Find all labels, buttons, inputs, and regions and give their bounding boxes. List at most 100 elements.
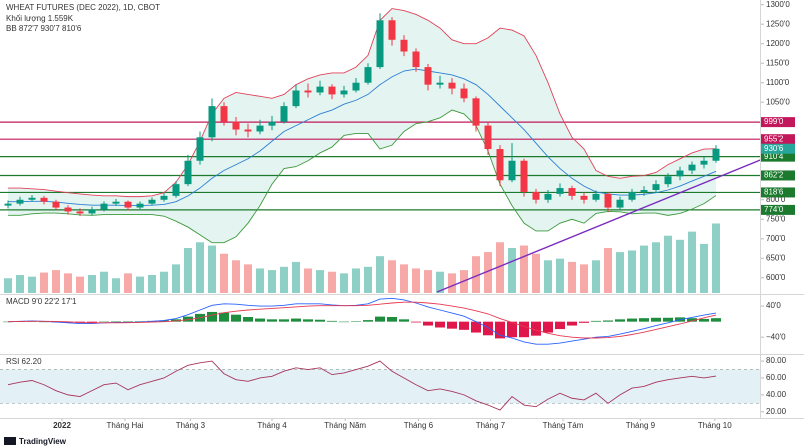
volume-bar (148, 275, 156, 293)
legend-macd: MACD 9'0 22'2 17'1 (6, 297, 77, 306)
volume-bar (160, 271, 168, 293)
volume-bar (316, 270, 324, 293)
macd-histogram (279, 319, 289, 322)
candle-body (28, 197, 36, 200)
rsi-tick-label: 80.00 (766, 356, 787, 365)
macd-histogram (699, 318, 709, 322)
candle-body (16, 199, 24, 204)
candle-body (700, 160, 708, 165)
volume-bar (412, 268, 420, 293)
macd-histogram (339, 321, 349, 323)
x-tick-label: 2022 (53, 421, 71, 430)
y-tick-label: 700'0 (766, 234, 786, 243)
candle-body (100, 203, 108, 210)
volume-bar (304, 268, 312, 293)
volume-bar (112, 278, 120, 293)
volume-bar (388, 260, 396, 293)
volume-bar (700, 243, 708, 293)
macd-signal-line (7, 301, 717, 339)
macd-histogram (207, 311, 217, 322)
volume-bar (52, 270, 60, 293)
macd-histogram (591, 320, 601, 322)
candle-body (556, 188, 564, 194)
candle-body (436, 82, 444, 85)
volume-bar (436, 271, 444, 293)
macd-histogram (363, 320, 373, 322)
macd-histogram (111, 321, 121, 322)
level-label-box (761, 151, 795, 162)
x-tick-label: Tháng 3 (176, 421, 206, 430)
brand-logo (4, 437, 16, 445)
macd-histogram (231, 314, 241, 322)
candle-body (448, 82, 456, 89)
level-label: 910'4 (764, 152, 784, 161)
candle-body (352, 82, 360, 91)
level-label-box (761, 187, 795, 198)
macd-histogram (495, 321, 505, 339)
candle-body (136, 203, 144, 208)
candle-body (184, 160, 192, 185)
volume-bar (376, 256, 384, 293)
macd-histogram (243, 317, 253, 322)
volume-bar (580, 264, 588, 293)
candle-body (280, 106, 288, 122)
candle-body (628, 191, 636, 200)
candle-body (208, 106, 216, 138)
candle-body (652, 184, 660, 191)
macd-histogram (387, 317, 397, 322)
macd-histogram (411, 321, 421, 323)
volume-bar (208, 245, 216, 293)
candle-body (688, 164, 696, 171)
volume-bar (268, 270, 276, 293)
indicator-panes (0, 297, 760, 411)
macd-histogram (579, 321, 589, 323)
candle-body (664, 176, 672, 185)
macd-histogram (615, 319, 625, 322)
level-label-box (761, 170, 795, 181)
macd-histogram (39, 321, 49, 323)
candle-body (520, 160, 528, 192)
macd-histogram (519, 321, 529, 338)
volume-bar (340, 273, 348, 293)
macd-histogram (399, 319, 409, 322)
candle-body (616, 199, 624, 208)
legend-bb: BB 872'7 930'7 810'6 (6, 24, 82, 33)
volume-bar (64, 273, 72, 293)
level-label: 999'0 (764, 117, 784, 126)
volume-bar (28, 276, 36, 293)
trendline (436, 159, 760, 293)
y-tick-label: 1200'0 (766, 39, 790, 48)
volume-bar (496, 242, 504, 293)
volume-bar (364, 266, 372, 293)
macd-histogram (531, 321, 541, 336)
macd-histogram (663, 317, 673, 322)
macd-histogram (267, 319, 277, 322)
macd-histogram (507, 321, 517, 338)
candle-body (328, 86, 336, 95)
volume-bar (232, 260, 240, 293)
volume-bar (508, 248, 516, 293)
candle-body (172, 184, 180, 196)
volume-bar (40, 272, 48, 293)
macd-histogram (687, 318, 697, 322)
y-tick-label: 1300'0 (766, 0, 790, 9)
volume-bar (484, 252, 492, 293)
volume-bar (604, 248, 612, 293)
macd-histogram (603, 320, 613, 322)
macd-histogram (351, 321, 361, 322)
y-tick-label: 800'0 (766, 195, 786, 204)
volume-bar (4, 278, 12, 293)
level-label-box (761, 204, 795, 215)
y-tick-label: 1050'0 (766, 97, 790, 106)
volume-bar (328, 271, 336, 293)
candle-body (496, 149, 504, 181)
volume-bar (652, 242, 660, 293)
volume-bar (712, 223, 720, 293)
macd-histogram (3, 321, 13, 323)
candle-body (640, 190, 648, 192)
volume-bar (688, 231, 696, 293)
x-tick-label: Tháng 9 (626, 421, 656, 430)
level-label: 955'2 (764, 134, 784, 143)
volume-bar (76, 276, 84, 293)
candle-body (160, 195, 168, 200)
